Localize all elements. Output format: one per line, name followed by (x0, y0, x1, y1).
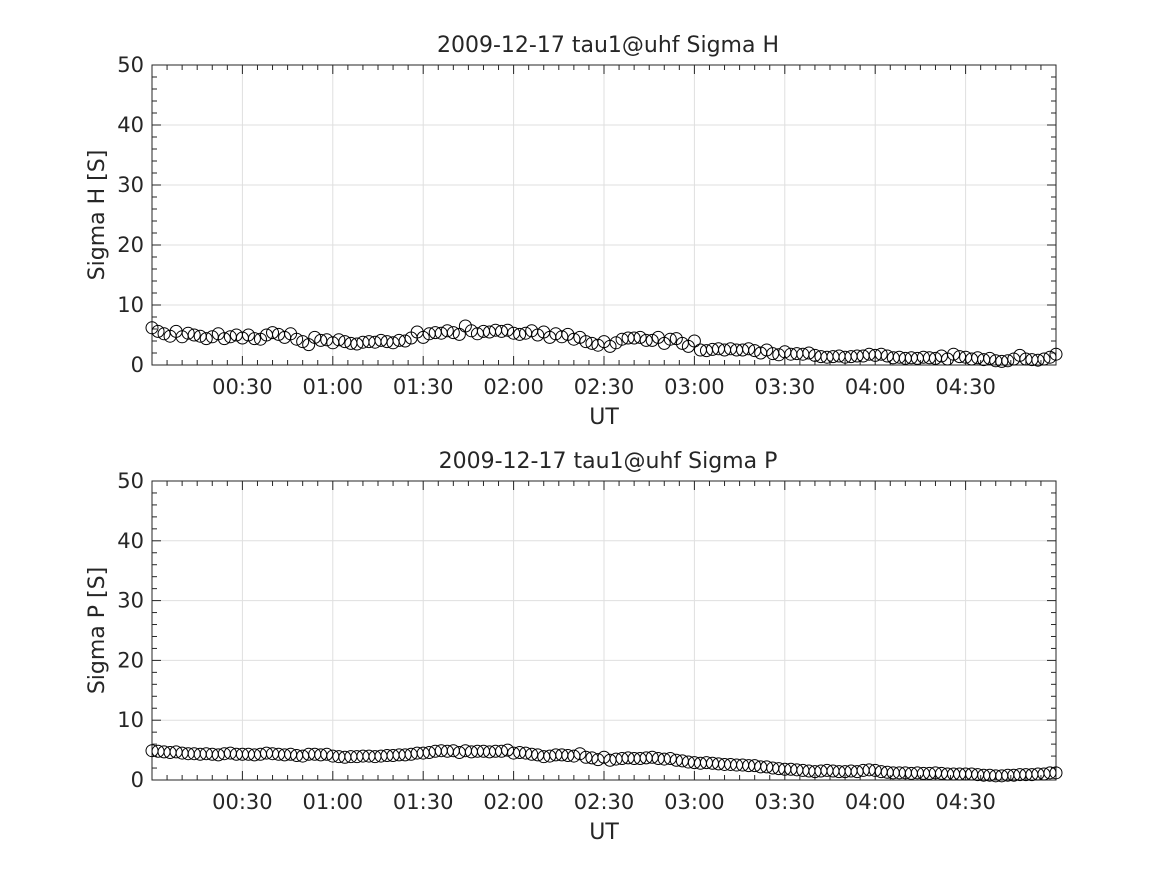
sigma-h-xtick-label: 03:30 (755, 375, 816, 399)
sigma-h-data-point (802, 346, 816, 360)
sigma-h-xtick-label: 04:30 (935, 375, 996, 399)
sigma-h-data-point (338, 335, 352, 349)
sigma-h-data-point (567, 332, 581, 346)
sigma-p-xtick-label: 02:30 (574, 790, 635, 814)
sigma-p-xtick-label: 02:00 (483, 790, 544, 814)
sigma-p-xtick-label: 04:00 (845, 790, 906, 814)
sigma-h-xtick-label: 01:30 (393, 375, 454, 399)
sigma-h-xtick-label: 04:00 (845, 375, 906, 399)
sigma-h-data-point (446, 326, 460, 340)
sigma-h-data-point (440, 324, 454, 338)
sigma-h-data-point (392, 333, 406, 347)
sigma-h-ytick-label: 30 (117, 173, 144, 197)
sigma-h-data-point (247, 332, 261, 346)
sigma-h-data-point (874, 347, 888, 361)
sigma-p-data-series (145, 743, 1063, 783)
sigma-p-xtick-label: 04:30 (935, 790, 996, 814)
sigma-p-x-axis-label: UT (589, 820, 619, 845)
sigma-h-data-point (332, 333, 346, 347)
sigma-h-data-point (983, 351, 997, 365)
sigma-h-data-point (633, 330, 647, 344)
sigma-h-data-point (308, 330, 322, 344)
sigma-h-data-point (627, 331, 641, 345)
sigma-h-data-point (398, 334, 412, 348)
sigma-h-chart-title: 2009-12-17 tau1@uhf Sigma H (437, 33, 779, 58)
sigma-h-xtick-label: 00:30 (212, 375, 273, 399)
sigma-p-data-point (320, 747, 334, 761)
sigma-p-ytick-label: 40 (117, 529, 144, 553)
sigma-h-data-point (1031, 353, 1045, 367)
sigma-h-data-point (187, 328, 201, 342)
sigma-h-xtick-label: 02:30 (574, 375, 635, 399)
sigma-p-data-point (663, 751, 677, 765)
sigma-h-data-point (1043, 350, 1057, 364)
sigma-p-data-point (579, 750, 593, 764)
sigma-h-data-point (675, 336, 689, 350)
sigma-p-data-point (501, 743, 515, 757)
sigma-p-ytick-label: 50 (117, 469, 144, 493)
sigma-h-ytick-label: 20 (117, 233, 144, 257)
sigma-p-data-point (525, 747, 539, 761)
sigma-h-x-axis-label: UT (589, 405, 619, 430)
sigma-h-data-point (687, 334, 701, 348)
sigma-h-data-point (314, 333, 328, 347)
sigma-h-data-point (374, 333, 388, 347)
sigma-h-data-point (151, 324, 165, 338)
sigma-h-data-point (350, 337, 364, 351)
sigma-h-data-point (555, 330, 569, 344)
sigma-h-data-series (145, 319, 1063, 368)
sigma-p-xtick-label: 03:30 (755, 790, 816, 814)
sigma-h-ytick-label: 50 (117, 53, 144, 77)
sigma-h-data-point (501, 323, 515, 337)
sigma-h-xtick-label: 02:00 (483, 375, 544, 399)
sigma-h-data-point (953, 350, 967, 364)
sigma-h-xtick-label: 01:00 (303, 375, 364, 399)
sigma-h-data-point (513, 327, 527, 341)
sigma-h-data-point (1049, 347, 1063, 361)
sigma-p-y-axis-label: Sigma P [S] (85, 567, 110, 694)
sigma-h-ytick-label: 40 (117, 113, 144, 137)
sigma-h-data-point (296, 335, 310, 349)
sigma-h-data-point (1037, 352, 1051, 366)
sigma-p-data-point (1043, 766, 1057, 780)
sigma-p-ytick-label: 30 (117, 589, 144, 613)
sigma-h-data-point (639, 333, 653, 347)
sigma-p-xtick-label: 00:30 (212, 790, 273, 814)
sigma-p-xtick-label: 01:30 (393, 790, 454, 814)
sigma-h-data-point (579, 335, 593, 349)
sigma-p-ytick-label: 20 (117, 648, 144, 672)
sigma-h-data-point (181, 326, 195, 340)
sigma-h-data-point (290, 332, 304, 346)
sigma-h-ytick-label: 0 (131, 353, 144, 377)
sigma-h-data-point (947, 347, 961, 361)
sigma-p-ytick-label: 0 (131, 768, 144, 792)
sigma-h-data-point (199, 332, 213, 346)
sigma-h-data-point (531, 328, 545, 342)
sigma-p-ytick-label: 10 (117, 708, 144, 732)
sigma-h-y-axis-label: Sigma H [S] (85, 150, 110, 281)
sigma-h-data-point (1001, 354, 1015, 368)
sigma-p-chart-title: 2009-12-17 tau1@uhf Sigma P (439, 449, 778, 474)
sigma-p-xtick-label: 03:00 (664, 790, 725, 814)
sigma-h-data-point (266, 326, 280, 340)
sigma-p-xtick-label: 01:00 (303, 790, 364, 814)
sigma-h-ytick-label: 10 (117, 293, 144, 317)
sigma-h-data-point (645, 333, 659, 347)
sigma-h-xtick-label: 03:00 (664, 375, 725, 399)
sigma-h-data-point (995, 354, 1009, 368)
sigma-h-data-point (742, 342, 756, 356)
sigma-h-data-point (217, 332, 231, 346)
sigma-h-data-point (663, 332, 677, 346)
sigma-h-data-point (157, 327, 171, 341)
sigma-p-data-point (1049, 766, 1063, 780)
sigma-h-panel: 00:30 01:00 01:30 02:00 02:30 03:00 03:30 04:00… (85, 33, 1063, 430)
sigma-p-panel: 00:30 01:00 01:30 02:00 02:30 03:00 03:30 04:00… (85, 449, 1063, 845)
